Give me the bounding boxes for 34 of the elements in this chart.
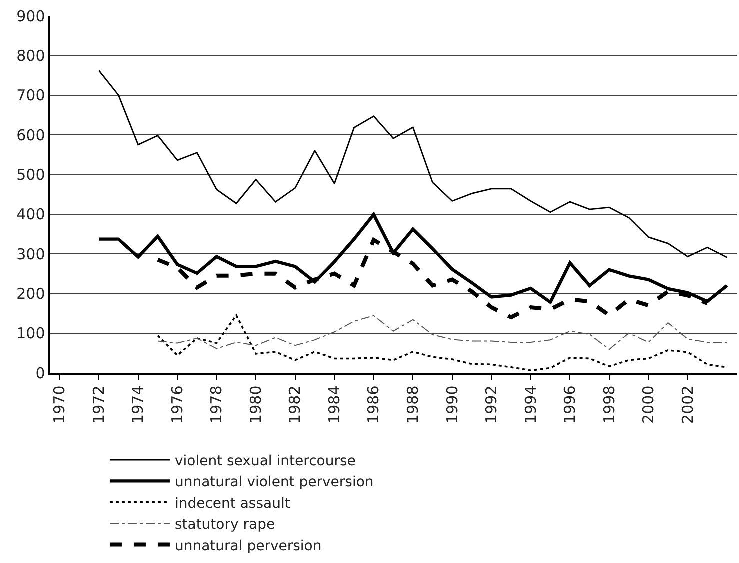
y-tick-label: 100: [16, 324, 46, 343]
x-tick-label: 1988: [404, 386, 422, 424]
x-tick-label: 1978: [208, 386, 226, 424]
legend-label: unnatural violent perversion: [174, 474, 374, 491]
y-tick-label: 700: [16, 86, 46, 105]
x-tick-label: 1980: [246, 386, 265, 424]
legend-label: indecent assault: [174, 496, 291, 512]
x-tick-label: 1994: [522, 386, 540, 424]
x-tick-label: 1982: [286, 386, 304, 424]
x-tick-label: 2002: [678, 386, 697, 424]
x-tick-label: 1996: [561, 386, 580, 424]
y-tick-label: 800: [16, 46, 46, 65]
y-tick-label: 200: [16, 284, 46, 303]
line-series: [98, 70, 728, 258]
x-tick-label: 1970: [50, 386, 69, 424]
x-tick-label: 1974: [129, 386, 148, 424]
x-tick-label: 1976: [168, 386, 186, 424]
x-tick-label: 2000: [640, 386, 658, 424]
legend-label: violent sexual intercourse: [174, 453, 356, 470]
x-tick-label: 1986: [364, 386, 383, 424]
legend-label: statutory rape: [174, 517, 276, 534]
legend-label: unnatural perversion: [174, 538, 322, 554]
y-tick-label: 500: [16, 166, 46, 184]
y-tick-label: 900: [16, 7, 46, 26]
x-tick-label: 1984: [325, 386, 344, 424]
x-tick-label: 1992: [482, 386, 501, 424]
y-tick-label: 0: [36, 364, 46, 382]
x-tick-label: 1990: [443, 386, 462, 424]
x-tick-label: 1998: [600, 386, 618, 424]
line-series: [157, 315, 728, 350]
x-tick-label: 1972: [90, 386, 108, 424]
y-tick-label: 600: [16, 126, 46, 144]
y-tick-label: 400: [16, 206, 46, 224]
y-tick-label: 300: [16, 245, 46, 264]
